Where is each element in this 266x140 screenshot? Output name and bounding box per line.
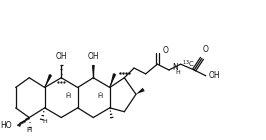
Text: OH: OH: [55, 52, 67, 61]
Text: H: H: [176, 70, 181, 75]
Polygon shape: [136, 88, 145, 94]
Text: O: O: [162, 46, 168, 55]
Text: H: H: [27, 127, 32, 133]
Text: N: N: [172, 63, 178, 72]
Text: H̄: H̄: [65, 93, 71, 99]
Polygon shape: [45, 74, 52, 88]
Text: HO: HO: [0, 121, 12, 130]
Polygon shape: [92, 65, 95, 78]
Text: $^{13}$C: $^{13}$C: [182, 59, 195, 70]
Polygon shape: [110, 73, 116, 88]
Text: OH: OH: [209, 71, 220, 80]
Text: H̄: H̄: [97, 93, 103, 99]
Text: OH: OH: [88, 52, 99, 61]
Text: O: O: [203, 46, 209, 54]
Text: H: H: [42, 119, 47, 124]
